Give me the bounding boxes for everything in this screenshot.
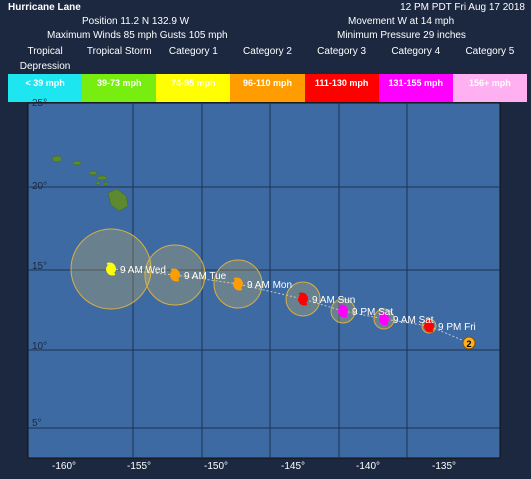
island xyxy=(95,181,101,185)
legend-name: Category 5 xyxy=(465,46,515,57)
lat-label: 20° xyxy=(32,181,47,192)
track-label: 9 AM Wed xyxy=(120,265,166,276)
legend-name: Tropical Storm xyxy=(86,46,152,57)
island xyxy=(51,155,63,163)
legend-item: Tropical Depression < 39 mph xyxy=(8,44,83,102)
position: Position 11.2 N 132.9 W xyxy=(82,16,190,27)
legend-range: 131-155 mph xyxy=(378,74,453,102)
islands xyxy=(51,155,129,212)
legend-item: Tropical Storm 39-73 mph xyxy=(82,44,157,102)
island xyxy=(72,160,82,166)
lon-label: -150° xyxy=(204,461,228,472)
legend-range: 111-130 mph xyxy=(304,74,379,102)
current-storm xyxy=(462,336,476,350)
legend-range: 74-95 mph xyxy=(156,74,231,102)
timestamp: 12 PM PDT Fri Aug 17 2018 xyxy=(400,2,525,13)
legend-name: Category 4 xyxy=(391,46,441,57)
lat-label: 15° xyxy=(32,261,47,272)
island xyxy=(88,170,98,176)
legend-name: Category 3 xyxy=(317,46,367,57)
legend-item: Category 4 131-155 mph xyxy=(378,44,453,102)
lat-label: 5° xyxy=(32,418,42,429)
track-label: 9 AM Sat xyxy=(393,315,434,326)
lon-label: -155° xyxy=(127,461,151,472)
pressure: Minimum Pressure 29 inches xyxy=(337,30,466,41)
island xyxy=(107,188,129,212)
legend-name: Tropical Depression xyxy=(19,46,71,72)
storm-swirl xyxy=(106,262,116,276)
winds: Maximum Winds 85 mph Gusts 105 mph xyxy=(47,30,228,41)
legend-item: Category 3 111-130 mph xyxy=(304,44,379,102)
lat-label: 25° xyxy=(32,98,47,109)
legend-range: 96-110 mph xyxy=(230,74,305,102)
storm-swirl xyxy=(338,304,348,318)
lon-label: -160° xyxy=(52,461,76,472)
island xyxy=(103,182,109,186)
legend-item: Category 5 156+ mph xyxy=(452,44,527,102)
storm-swirl xyxy=(170,268,180,282)
storm-swirl xyxy=(379,312,389,326)
legend-item: Category 2 96-110 mph xyxy=(230,44,305,102)
island xyxy=(96,175,108,181)
storm-swirl xyxy=(424,319,434,333)
lat-label: 10° xyxy=(32,341,47,352)
legend-name: Category 2 xyxy=(243,46,292,57)
storm-swirl xyxy=(298,292,308,306)
storm-title: Hurricane Lane xyxy=(8,2,81,13)
track-line xyxy=(110,268,470,344)
track-label: 9 AM Sun xyxy=(312,295,355,306)
track-label: 9 AM Tue xyxy=(184,271,227,282)
current-category: 2 xyxy=(466,339,471,349)
track-label: 9 PM Sat xyxy=(352,307,393,318)
movement: Movement W at 14 mph xyxy=(348,16,455,27)
legend-item: Category 1 74-95 mph xyxy=(156,44,231,102)
lon-label: -135° xyxy=(432,461,456,472)
legend-range: 39-73 mph xyxy=(82,74,157,102)
legend-range: 156+ mph xyxy=(452,74,527,102)
track-label: 9 PM Fri xyxy=(438,322,476,333)
ocean xyxy=(27,102,501,459)
lon-label: -140° xyxy=(356,461,380,472)
legend: Tropical Depression < 39 mph Tropical Stor… xyxy=(8,44,527,102)
lon-label: -145° xyxy=(281,461,305,472)
legend-name: Category 1 xyxy=(168,46,218,57)
track-label: 9 AM Mon xyxy=(247,280,292,291)
storm-swirl xyxy=(233,277,243,291)
legend-range: < 39 mph xyxy=(8,74,83,102)
